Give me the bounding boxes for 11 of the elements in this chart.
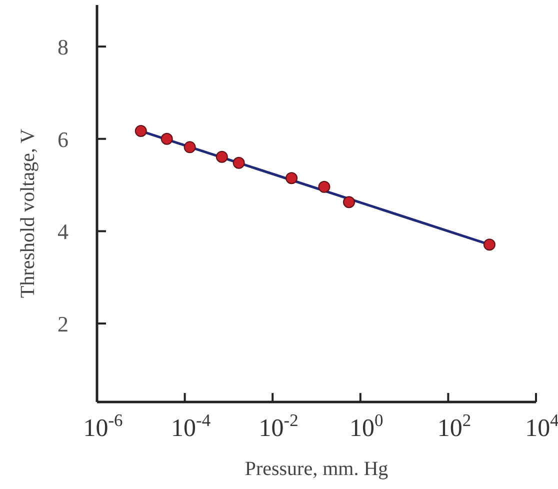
y-tick-label: 2	[58, 312, 68, 337]
x-axis-title: Pressure, mm. Hg	[244, 458, 388, 480]
x-tick-label: 10$^{-6}$	[83, 410, 124, 442]
y-tick-label: 6	[58, 126, 68, 152]
y-tick-label: 4	[58, 219, 68, 244]
y-tick-label: 8	[58, 34, 68, 60]
y-axis-title: Threshold voltage, V	[17, 128, 39, 298]
x-tick-label: 10$^{0}$	[350, 410, 384, 442]
x-tick-label: 10$^{-2}$	[258, 410, 298, 442]
x-tick-label: 10$^{2}$	[437, 410, 472, 442]
x-tick-label: 10$^{-4}$	[171, 410, 211, 442]
